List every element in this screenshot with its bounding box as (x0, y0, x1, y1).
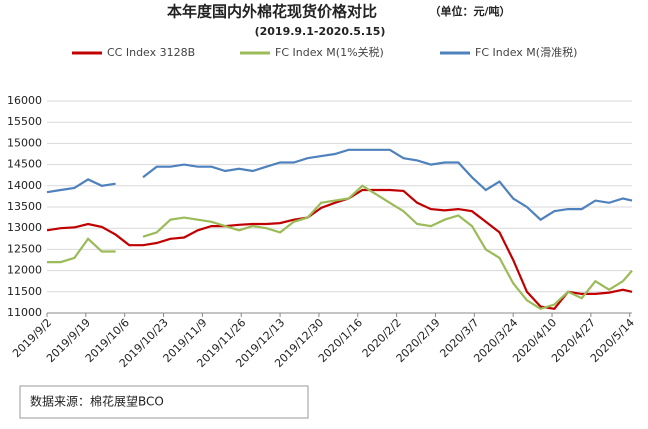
legend-label: CC Index 3128B (107, 46, 195, 59)
series-line (46, 148, 633, 222)
y-tick-label: 11500 (7, 285, 42, 298)
y-tick-label: 12000 (7, 264, 42, 277)
source: 数据来源：棉花展望BCO (30, 394, 164, 409)
y-tick-label: 13000 (7, 221, 42, 234)
y-tick-label: 12500 (7, 242, 42, 255)
y-tick-label: 15500 (7, 115, 42, 128)
subtitle: (2019.9.1-2020.5.15) (255, 25, 386, 38)
y-tick-label: 14500 (7, 158, 42, 171)
unit: （单位：元/吨） (429, 4, 510, 18)
y-tick-label: 15000 (7, 136, 42, 149)
y-tick-label: 13500 (7, 200, 42, 213)
y-tick-label: 14000 (7, 179, 42, 192)
y-tick-label: 16000 (7, 94, 42, 107)
y-tick-label: 11000 (7, 306, 42, 319)
chart-title: 本年度国内外棉花现货价格对比 (167, 3, 377, 21)
series-line (47, 184, 633, 311)
source-box (19, 385, 309, 419)
legend-label: FC Index M(1%关税) (275, 45, 384, 59)
legend-label: FC Index M(滑准税) (475, 45, 577, 59)
